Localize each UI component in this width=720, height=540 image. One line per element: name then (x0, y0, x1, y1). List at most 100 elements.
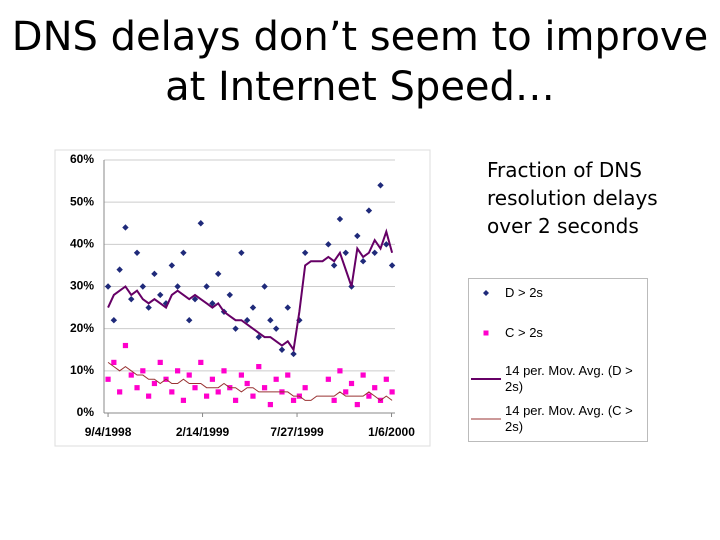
point (325, 241, 332, 248)
point (174, 283, 181, 290)
point (111, 359, 117, 365)
point (110, 317, 118, 324)
point (104, 283, 112, 290)
legend-swatch (471, 378, 501, 380)
legend-swatch (471, 418, 501, 420)
point (117, 389, 123, 395)
point (232, 325, 239, 332)
point (290, 397, 297, 403)
point (389, 389, 395, 395)
point (261, 283, 268, 290)
point (139, 283, 147, 290)
x-tick-label: 9/4/1998 (85, 425, 132, 439)
chart-note: Fraction of DNS resolution delays over 2… (487, 158, 658, 238)
point (151, 270, 158, 278)
point (214, 270, 222, 278)
point (128, 295, 135, 303)
point (255, 333, 262, 341)
point (203, 283, 210, 290)
point (146, 393, 152, 399)
point (215, 389, 221, 395)
point (278, 346, 286, 353)
point (134, 385, 140, 391)
point (186, 317, 193, 324)
legend-entry: D > 2s (469, 285, 647, 301)
point (331, 397, 337, 403)
point (343, 389, 349, 395)
y-tick-label: 30% (70, 279, 94, 293)
point (267, 317, 274, 324)
x-tick-label: 1/6/2000 (368, 425, 415, 439)
point (330, 262, 338, 269)
point (204, 393, 210, 399)
point (238, 372, 244, 378)
y-tick-label: 40% (70, 237, 94, 251)
point (145, 304, 152, 311)
x-tick-label: 7/27/1999 (270, 425, 324, 439)
point (243, 317, 251, 324)
point (238, 249, 245, 256)
point (377, 182, 384, 189)
point (168, 262, 176, 269)
legend-marker (483, 290, 489, 296)
y-tick-label: 0% (77, 405, 95, 419)
line (107, 228, 394, 353)
point (122, 342, 129, 349)
point (342, 249, 349, 256)
point (383, 241, 390, 248)
point (348, 380, 355, 387)
legend: D > 2s C > 2s 14 per. Mov. Avg. (D > 2s) 14… (468, 278, 648, 442)
point (354, 232, 361, 240)
y-tick-label: 20% (70, 321, 94, 335)
y-tick-label: 50% (70, 194, 94, 208)
point (296, 317, 303, 324)
point (249, 304, 257, 311)
point (169, 389, 175, 395)
legend-entry: 14 per. Mov. Avg. (C > 2s) (469, 403, 647, 435)
point (302, 385, 308, 391)
point (354, 401, 360, 408)
legend-entry: 14 per. Mov. Avg. (D > 2s) (469, 363, 647, 395)
legend-swatch (483, 290, 489, 296)
point (336, 215, 344, 223)
point (122, 224, 129, 231)
point (221, 368, 227, 374)
point (272, 325, 280, 332)
legend-entry: C > 2s (469, 325, 647, 341)
point (325, 376, 331, 382)
legend-marker (483, 330, 489, 336)
y-tick-label: 60% (70, 152, 94, 166)
point (372, 385, 378, 391)
point (232, 397, 239, 403)
point (180, 249, 187, 256)
point (337, 368, 343, 374)
point (360, 372, 366, 378)
point (290, 350, 297, 358)
point (151, 380, 158, 387)
point (209, 376, 216, 382)
point (388, 262, 396, 269)
point (128, 372, 134, 378)
point (192, 385, 198, 391)
chart-frame (54, 149, 431, 447)
point (244, 380, 250, 387)
point (365, 207, 373, 214)
legend-label: C > 2s (505, 325, 543, 340)
line (107, 361, 393, 401)
point (133, 249, 141, 256)
point (191, 295, 199, 303)
point (267, 401, 273, 408)
point (157, 359, 163, 365)
legend-label: 14 per. Mov. Avg. (C > 2s) (505, 403, 633, 434)
point (157, 291, 164, 299)
point (359, 258, 367, 265)
point (261, 385, 268, 391)
point (175, 368, 181, 374)
point (116, 266, 123, 273)
point (180, 397, 187, 403)
point (273, 376, 279, 382)
chart: 0% 10% 20% 30% 40% 50% 60% 9/4/1998 2/14/1999 7/2… (54, 149, 431, 447)
legend-label: D > 2s (505, 285, 543, 300)
x-tick-label: 2/14/1999 (176, 425, 230, 439)
